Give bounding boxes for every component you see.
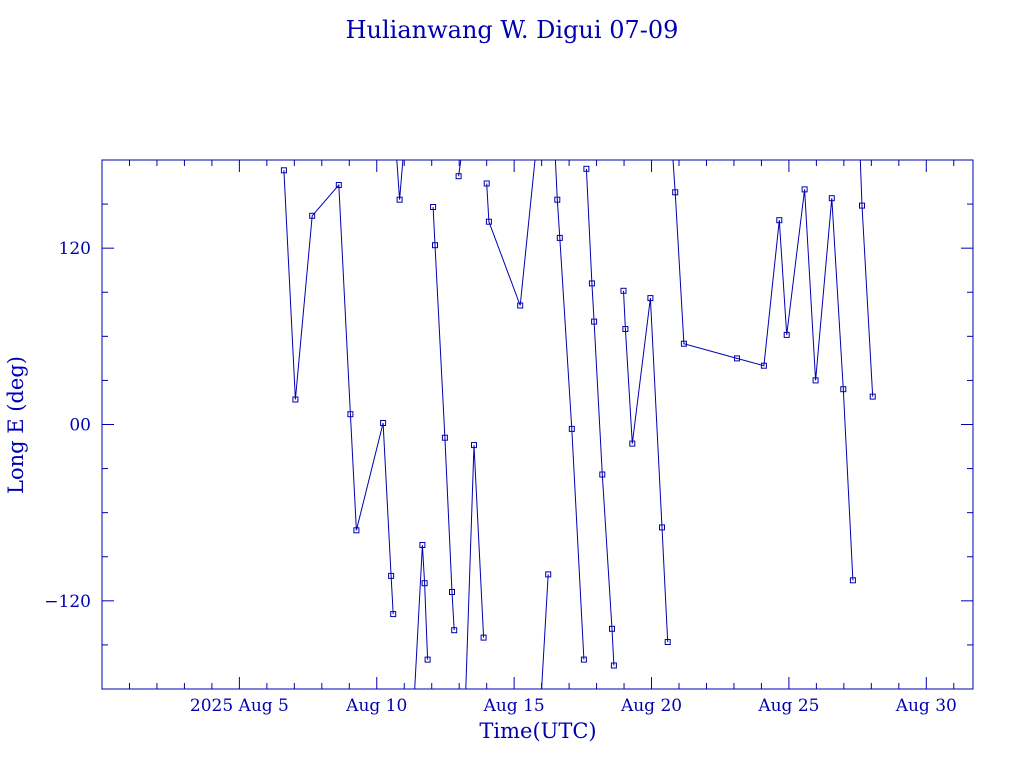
data-point (390, 611, 397, 618)
data-point (659, 524, 665, 531)
data-point (801, 186, 808, 193)
data-point (859, 202, 865, 209)
data-point (471, 442, 477, 449)
data-point (419, 542, 426, 548)
series-line (541, 574, 549, 690)
data-point (620, 287, 627, 294)
data-point (455, 173, 462, 180)
data-point (568, 425, 575, 432)
data-point (840, 386, 847, 393)
data-point (680, 340, 687, 347)
data-point (647, 295, 654, 302)
x-tick-label: Aug 15 (483, 696, 545, 716)
data-point (396, 196, 403, 203)
data-point (599, 471, 606, 478)
series-line (465, 445, 485, 690)
data-point (485, 218, 492, 225)
x-tick-label: Aug 20 (620, 696, 682, 716)
series-line (486, 159, 536, 306)
series-line (671, 159, 854, 581)
data-point (517, 302, 524, 309)
data-point (828, 195, 835, 202)
data-point (812, 377, 819, 384)
data-point (292, 396, 299, 403)
series-line (858, 159, 874, 397)
series-line (283, 170, 394, 615)
data-point (554, 196, 561, 203)
data-point (480, 634, 487, 641)
data-point (556, 234, 563, 241)
data-point (441, 434, 448, 441)
chart-title: Hulianwang W. Digui 07-09 (346, 16, 679, 44)
series-line (585, 168, 615, 666)
data-point (449, 589, 455, 595)
y-tick-label: 120 (59, 239, 91, 259)
y-axis: 120 00 −120 (44, 159, 973, 690)
data-point (664, 639, 671, 645)
plot-frame (101, 159, 974, 690)
x-tick-label: 2025 Aug 5 (190, 696, 289, 716)
data-point (380, 420, 387, 426)
series-layer (280, 159, 876, 690)
series-line (432, 206, 455, 631)
data-point (545, 571, 552, 578)
data-point (309, 212, 316, 219)
x-axis-label: Time(UTC) (479, 719, 596, 743)
data-point (869, 393, 876, 400)
data-point (280, 167, 287, 174)
data-point (760, 362, 767, 369)
data-point (424, 656, 431, 663)
y-tick-label: 00 (69, 416, 91, 436)
y-tick-label: −120 (44, 592, 91, 612)
y-axis-label: Long E (deg) (4, 356, 28, 494)
data-point (483, 180, 490, 187)
data-point (451, 627, 458, 634)
data-point (591, 318, 598, 325)
data-point (783, 331, 790, 338)
data-point (672, 189, 679, 196)
data-point (776, 217, 783, 224)
x-tick-label: Aug 30 (895, 696, 957, 716)
x-axis: 2025 Aug 5 Aug 10 Aug 15 Aug 20 Aug 25 Aug 30 (128, 160, 957, 716)
data-point (432, 242, 438, 249)
data-point (580, 656, 587, 663)
data-point (734, 355, 740, 362)
data-point (610, 662, 617, 669)
data-point (347, 411, 354, 418)
data-point (335, 182, 342, 188)
data-point (609, 625, 615, 632)
data-point (430, 204, 437, 210)
series-line (414, 544, 429, 690)
data-point (622, 326, 629, 332)
series-line (623, 290, 669, 643)
series-line (396, 159, 404, 200)
data-point (388, 572, 395, 579)
data-point (353, 527, 360, 534)
data-point (421, 580, 428, 587)
x-tick-label: Aug 10 (345, 696, 407, 716)
data-point (629, 440, 636, 447)
data-point (588, 280, 595, 287)
data-point (583, 165, 590, 172)
x-tick-label: Aug 25 (757, 696, 819, 716)
data-point (849, 577, 856, 584)
